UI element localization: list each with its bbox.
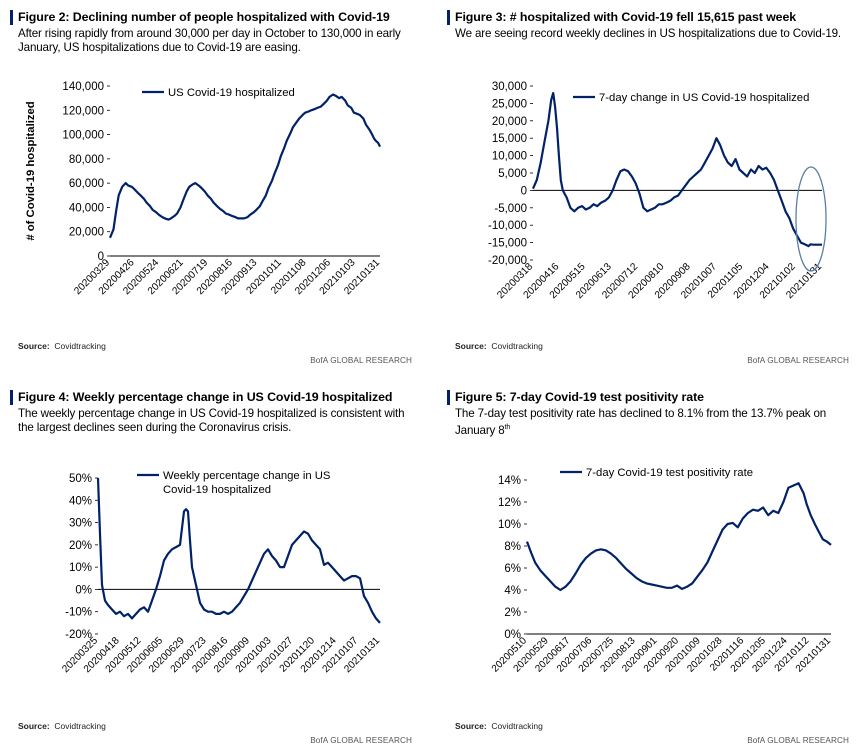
figure-4-chart: -20%-10%0%10%20%30%40%50%202003252020041… — [60, 470, 382, 675]
legend-label: 7-day Covid-19 test positivity rate — [586, 467, 753, 479]
figure-4-source: Source: Covidtracking — [18, 721, 106, 731]
y-tick-label: 10,000 — [492, 151, 527, 163]
y-axis-title: # of Covid-19 hospitalized — [25, 101, 37, 240]
y-tick-label: 20% — [69, 540, 92, 552]
y-tick-label: 20,000 — [492, 116, 527, 128]
source-name: Covidtracking — [54, 721, 106, 731]
figure-5-credit: BofA GLOBAL RESEARCH — [747, 736, 849, 745]
figure-2-panel: Figure 2: Declining number of people hos… — [10, 10, 412, 365]
source-name: Covidtracking — [54, 341, 106, 351]
source-label: Source: — [18, 341, 50, 351]
figure-3-credit: BofA GLOBAL RESEARCH — [747, 356, 849, 365]
y-tick-label: 10% — [498, 519, 521, 531]
series-line — [525, 482, 832, 592]
source-label: Source: — [455, 341, 487, 351]
y-tick-label: 20,000 — [69, 227, 104, 239]
source-name: Covidtracking — [491, 721, 543, 731]
figure-3-subtitle: We are seeing record weekly declines in … — [455, 27, 842, 40]
y-tick-label: 30,000 — [492, 81, 527, 93]
y-tick-label: 30% — [69, 518, 92, 530]
figure-2-chart: 0 20,000 40,000 60,000 80,000 100,000 120,000 1… — [25, 81, 382, 297]
y-tick-label: 12% — [498, 497, 521, 509]
y-tick-label: 40% — [69, 495, 92, 507]
y-tick-label: 120,000 — [62, 105, 104, 117]
y-tick-label: 15,000 — [492, 133, 527, 145]
annotation-ellipse — [795, 166, 827, 272]
figure-5-panel: Figure 5: 7-day Covid-19 test positivity… — [447, 390, 849, 745]
y-tick-label: 140,000 — [62, 81, 104, 93]
figure-2-source: Source: Covidtracking — [18, 341, 106, 351]
y-tick-label: 8% — [504, 541, 521, 553]
y-tick-label: 0 — [98, 251, 104, 263]
figure-5-title: Figure 5: 7-day Covid-19 test positivity… — [455, 390, 704, 404]
y-tick-label: -20,000 — [488, 255, 527, 267]
figure-3-title: Figure 3: # hospitalized with Covid-19 f… — [455, 10, 797, 24]
series-line — [96, 477, 381, 624]
y-tick-label: 14% — [498, 475, 521, 487]
figure-5-subtitle-text: The 7-day test positivity rate has decli… — [455, 407, 827, 437]
figure-5-subtitle-sup: th — [504, 423, 511, 431]
figure-4-panel: Figure 4: Weekly percentage change in US… — [10, 390, 412, 745]
y-tick-label: 10% — [69, 562, 92, 574]
legend-label-line-2: Covid-19 hospitalized — [163, 484, 271, 496]
y-tick-label: -5,000 — [494, 203, 527, 215]
y-tick-label: 4% — [504, 585, 521, 597]
figure-accent-bar — [10, 390, 13, 405]
figure-2-title: Figure 2: Declining number of people hos… — [18, 10, 390, 24]
y-tick-label: 2% — [504, 607, 521, 619]
legend-label: US Covid-19 hospitalized — [168, 87, 295, 99]
y-tick-label: 0 — [521, 185, 527, 197]
y-tick-label: 0% — [504, 629, 521, 641]
y-tick-label: -15,000 — [488, 238, 527, 250]
figure-accent-bar — [447, 390, 450, 405]
source-label: Source: — [455, 721, 487, 731]
figure-5-source: Source: Covidtracking — [455, 721, 543, 731]
y-tick-label: -20% — [65, 629, 92, 641]
figure-4-subtitle: The weekly percentage change in US Covid… — [18, 407, 405, 434]
legend-label: 7-day change in US Covid-19 hospitalized — [599, 92, 809, 104]
y-tick-label: 80,000 — [69, 154, 104, 166]
figure-accent-bar — [10, 10, 13, 25]
figure-4-credit: BofA GLOBAL RESEARCH — [310, 736, 412, 745]
figure-3-chart: -20,000 -15,000 -10,000 -5,000 0 5,000 10,000 1… — [488, 81, 827, 301]
figure-3-source: Source: Covidtracking — [455, 341, 543, 351]
figure-5-subtitle: The 7-day test positivity rate has decli… — [455, 407, 851, 437]
figure-5-chart: 0%2%4%6%8%10%12%14%202005102020052920200… — [490, 467, 834, 675]
figure-3-panel: Figure 3: # hospitalized with Covid-19 f… — [447, 10, 849, 365]
y-tick-label: 100,000 — [62, 130, 104, 142]
y-tick-label: -10% — [65, 607, 92, 619]
figure-accent-bar — [447, 10, 450, 25]
figure-2-credit: BofA GLOBAL RESEARCH — [310, 356, 412, 365]
y-tick-label: 25,000 — [492, 98, 527, 110]
y-tick-label: 5,000 — [498, 168, 527, 180]
y-tick-label: 40,000 — [69, 202, 104, 214]
y-tick-label: 50% — [69, 473, 92, 485]
series-line — [108, 93, 381, 239]
series-line — [531, 91, 822, 248]
y-tick-label: -10,000 — [488, 220, 527, 232]
source-name: Covidtracking — [491, 341, 543, 351]
y-tick-label: 60,000 — [69, 178, 104, 190]
figure-2-subtitle: After rising rapidly from around 30,000 … — [18, 27, 401, 54]
y-tick-label: 0% — [75, 584, 92, 596]
y-tick-label: 6% — [504, 563, 521, 575]
legend-label-line-1: Weekly percentage change in US — [163, 470, 331, 482]
source-label: Source: — [18, 721, 50, 731]
figure-4-title: Figure 4: Weekly percentage change in US… — [18, 390, 393, 404]
